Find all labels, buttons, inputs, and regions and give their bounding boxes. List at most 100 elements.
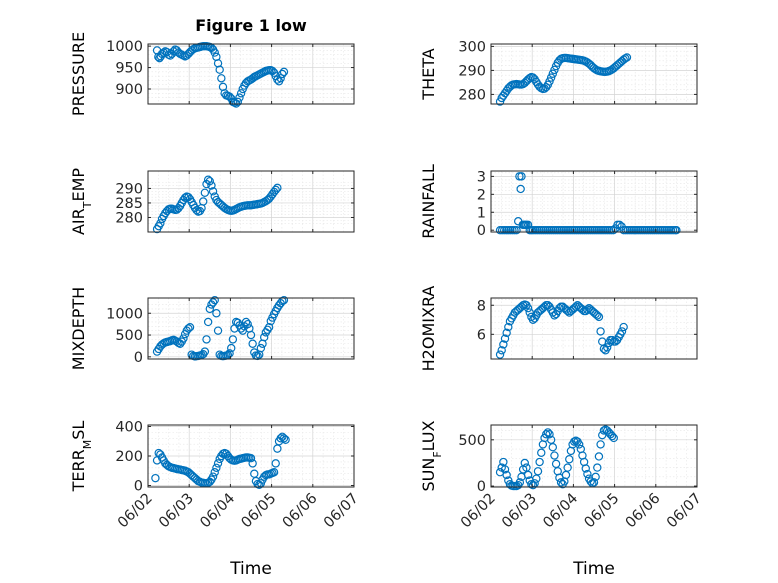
y-tick-label: 400 — [115, 419, 143, 435]
data-point — [151, 473, 160, 483]
data-point — [208, 298, 218, 307]
data-point — [589, 478, 599, 487]
y-tick-label: 500 — [458, 433, 486, 449]
data-point — [535, 457, 544, 467]
data-point — [236, 89, 246, 98]
x-tick-label: 06/03 — [499, 491, 540, 532]
data-point — [208, 472, 218, 481]
data-point — [276, 74, 285, 83]
y-tick-label: 1000 — [106, 39, 143, 55]
data-point — [512, 226, 521, 235]
data-point — [210, 468, 219, 477]
data-point — [192, 206, 201, 215]
data-point — [619, 322, 628, 332]
data-point — [502, 328, 511, 338]
data-point — [622, 53, 632, 62]
data-point — [213, 326, 223, 335]
data-point — [533, 467, 543, 476]
data-point — [500, 334, 510, 343]
data-point — [497, 346, 506, 355]
data-point — [546, 73, 556, 82]
data-point — [570, 437, 579, 446]
data-point — [213, 459, 223, 468]
data-point — [594, 452, 604, 461]
data-point — [583, 469, 592, 479]
data-point — [586, 477, 595, 486]
y-tick-label: 300 — [458, 39, 486, 55]
data-point — [551, 459, 561, 469]
subplot-rainfall: 0 1 2 3 RAINFALL — [419, 164, 698, 239]
data-point — [556, 478, 566, 487]
axes-box — [490, 43, 698, 105]
data-point — [227, 343, 236, 353]
x-tick-label: 06/07 — [664, 491, 705, 532]
data-point — [212, 309, 221, 318]
x-tick-label: 06/04 — [540, 491, 581, 532]
data-point — [246, 454, 256, 463]
data-point — [225, 349, 234, 358]
y-tick-label: 0 — [477, 223, 486, 239]
y-tick-label: 280 — [458, 87, 486, 103]
x-axis-label-left: Time — [229, 559, 272, 579]
axes-box — [490, 424, 698, 488]
data-point — [672, 226, 681, 235]
data-point — [594, 312, 604, 322]
y-tick-label: 1000 — [106, 306, 143, 322]
x-tick-label: 06/07 — [321, 491, 362, 532]
x-tick-label: 06/05 — [582, 491, 623, 532]
y-tick-label: 6 — [477, 327, 486, 343]
data-point — [256, 343, 266, 353]
x-tick-label: 06/02 — [458, 491, 499, 532]
x-axis-label-right: Time — [572, 559, 615, 579]
x-tick-label: 06/06 — [623, 491, 664, 532]
data-point — [205, 304, 214, 314]
data-point — [212, 463, 221, 473]
y-tick-label: 290 — [458, 63, 486, 79]
data-point — [203, 317, 213, 327]
data-point — [602, 343, 612, 352]
data-point — [516, 184, 525, 194]
axes-box — [490, 170, 698, 233]
data-point — [202, 335, 211, 344]
data-point — [593, 463, 602, 472]
data-point — [210, 48, 219, 57]
y-tick-label: 285 — [115, 196, 143, 212]
x-tick-label: 06/02 — [115, 491, 156, 532]
data-point — [180, 193, 190, 202]
data-point — [548, 69, 558, 78]
data-point — [185, 322, 195, 332]
data-point — [233, 97, 243, 107]
data-point — [523, 303, 533, 313]
data-point — [248, 339, 257, 348]
data-point — [550, 451, 559, 460]
axes-box — [490, 297, 698, 360]
data-point — [609, 433, 618, 443]
figure-title: Figure 1 low — [195, 16, 307, 35]
x-tick-label: 06/06 — [280, 491, 321, 532]
y-tick-label: 500 — [115, 328, 143, 344]
axes-box — [147, 43, 355, 105]
axes-box — [147, 297, 355, 360]
data-point — [543, 428, 553, 437]
data-point — [537, 448, 546, 457]
data-point — [542, 430, 551, 439]
data-point — [504, 322, 513, 332]
data-point — [527, 480, 536, 489]
data-point — [200, 347, 210, 356]
subplot-sun-flux: 0 500 06/02 06/03 06/04 06/05 06/06 06/07 SUNFLU… — [419, 420, 705, 531]
data-point — [593, 311, 602, 320]
data-point — [499, 340, 508, 349]
data-point — [528, 480, 538, 490]
data-point — [596, 440, 605, 449]
data-point — [248, 459, 257, 468]
y-tick-label: 950 — [115, 61, 143, 77]
subplot-pressure: 900 950 1000 PRESSURE — [69, 32, 355, 116]
y-tick-label: 0 — [134, 350, 143, 366]
data-point — [609, 226, 618, 235]
data-point — [271, 459, 280, 468]
y-axis-label: TERRMSL — [69, 421, 94, 493]
data-point — [241, 317, 251, 327]
data-point — [217, 74, 226, 83]
